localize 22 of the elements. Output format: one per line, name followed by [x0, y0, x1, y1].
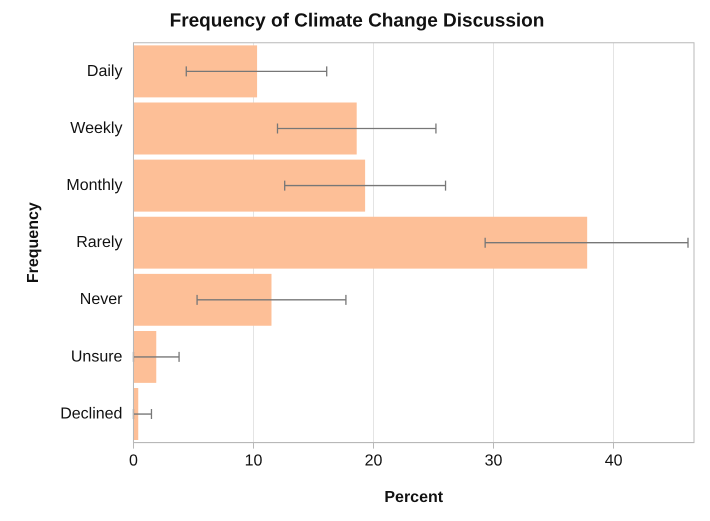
x-tick-label: 10: [244, 452, 262, 470]
x-tick-label: 30: [484, 452, 503, 470]
x-tick-label: 0: [129, 452, 138, 470]
y-tick-label: Rarely: [76, 234, 122, 252]
y-tick-label: Unsure: [70, 348, 123, 366]
chart-title: Frequency of Climate Change Discussion: [170, 10, 544, 32]
y-tick-label: Never: [80, 291, 124, 308]
y-tick-label: Daily: [86, 62, 122, 80]
bar: [134, 274, 272, 326]
x-tick-label: 20: [364, 452, 383, 470]
x-tick-label: 40: [604, 452, 623, 470]
y-tick-label: Declined: [60, 405, 122, 422]
bar: [134, 330, 156, 383]
bar: [134, 45, 258, 98]
bar: [134, 388, 138, 440]
y-tick-label: Monthly: [66, 176, 122, 194]
bar: [134, 216, 588, 269]
bar: [134, 160, 366, 212]
x-axis-title: Percent: [384, 488, 444, 506]
y-axis-title: Frequency: [25, 202, 42, 284]
bar: [134, 102, 357, 154]
y-tick-label: Weekly: [70, 120, 122, 137]
